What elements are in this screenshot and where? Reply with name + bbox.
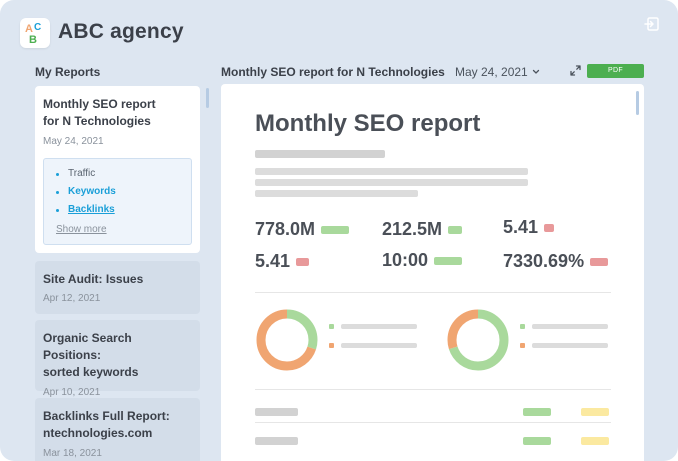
report-date-dropdown[interactable]: May 24, 2021 [455, 65, 540, 79]
report-card-date: Apr 12, 2021 [43, 293, 101, 304]
table-cell-placeholder [523, 408, 551, 416]
report-sections-list: Traffic Keywords Backlinks Show more [43, 158, 192, 245]
metric-value: 212.5M [382, 219, 463, 240]
legend-swatch [520, 343, 525, 348]
report-card-title: Backlinks Full Report: ntechnologies.com [43, 409, 170, 440]
bullet-icon [56, 172, 59, 176]
svg-text:B: B [29, 34, 37, 46]
preview-title: Monthly SEO report [255, 110, 481, 137]
pdf-export-button[interactable]: PDF [587, 64, 644, 78]
svg-text:C: C [34, 22, 41, 33]
report-card-date: Apr 10, 2021 [43, 387, 101, 398]
legend-label-placeholder [341, 343, 417, 348]
section-divider [255, 292, 611, 293]
row-divider [255, 422, 611, 423]
agency-logo: A C B [20, 18, 50, 48]
my-reports-heading: My Reports [35, 65, 101, 79]
trend-chip [590, 257, 609, 266]
metric-value: 5.41 [503, 217, 555, 238]
legend-label-placeholder [532, 343, 608, 348]
report-card-date: May 24, 2021 [43, 136, 104, 147]
metric-value: 10:00 [382, 250, 463, 271]
legend-swatch [329, 324, 334, 329]
trend-chip [296, 257, 310, 266]
report-date-value: May 24, 2021 [455, 65, 528, 79]
placeholder-text-line [255, 168, 528, 175]
preview-scrollbar[interactable] [636, 91, 639, 115]
report-card-title: Organic Search Positions: sorted keyword… [43, 331, 139, 379]
legend-swatch [329, 343, 334, 348]
expand-icon[interactable] [570, 65, 581, 76]
report-card-monthly-seo[interactable]: Monthly SEO report for N Technologies Ma… [35, 86, 200, 253]
report-title: Monthly SEO report for N Technologies [221, 65, 445, 79]
report-card-backlinks-full[interactable]: Backlinks Full Report: ntechnologies.com… [35, 398, 200, 461]
metric-value: 7330.69% [503, 251, 609, 272]
report-preview: Monthly SEO report 778.0M 212.5M 5.41 5.… [221, 84, 644, 461]
report-card-organic-positions[interactable]: Organic Search Positions: sorted keyword… [35, 320, 200, 398]
report-card-date: Mar 18, 2021 [43, 448, 102, 459]
report-card-title: Site Audit: Issues [43, 272, 144, 286]
sidebar-scrollbar[interactable] [206, 88, 209, 108]
donut-chart [446, 308, 510, 372]
logout-icon[interactable] [644, 16, 660, 32]
section-item-keywords[interactable]: Keywords [56, 183, 181, 201]
legend-swatch [520, 324, 525, 329]
table-cell-placeholder [255, 408, 298, 416]
table-cell-placeholder [255, 437, 298, 445]
metric-value: 5.41 [255, 251, 310, 272]
metric-value: 778.0M [255, 219, 350, 240]
chevron-down-icon [532, 68, 540, 76]
section-item-backlinks[interactable]: Backlinks [56, 201, 181, 219]
trend-chip [448, 225, 463, 234]
legend-label-placeholder [532, 324, 608, 329]
trend-chip [321, 225, 350, 234]
report-card-site-audit[interactable]: Site Audit: Issues Apr 12, 2021 [35, 261, 200, 314]
table-cell-placeholder [523, 437, 551, 445]
show-more-link[interactable]: Show more [56, 224, 107, 235]
table-cell-placeholder [581, 437, 609, 445]
section-divider [255, 389, 611, 390]
svg-text:A: A [25, 23, 33, 35]
trend-chip [544, 223, 555, 232]
bullet-icon [56, 208, 59, 212]
placeholder-subtitle [255, 150, 385, 158]
report-card-title: Monthly SEO report for N Technologies [43, 97, 156, 128]
placeholder-text-line [255, 179, 528, 186]
app-title: ABC agency [58, 20, 184, 43]
placeholder-text-line [255, 190, 418, 197]
table-cell-placeholder [581, 408, 609, 416]
bullet-icon [56, 190, 59, 194]
section-item-traffic[interactable]: Traffic [56, 165, 181, 183]
donut-chart [255, 308, 319, 372]
donut-segment-orange [256, 309, 318, 371]
legend-label-placeholder [341, 324, 417, 329]
trend-chip [434, 256, 463, 265]
donut-segment-orange [447, 309, 509, 371]
